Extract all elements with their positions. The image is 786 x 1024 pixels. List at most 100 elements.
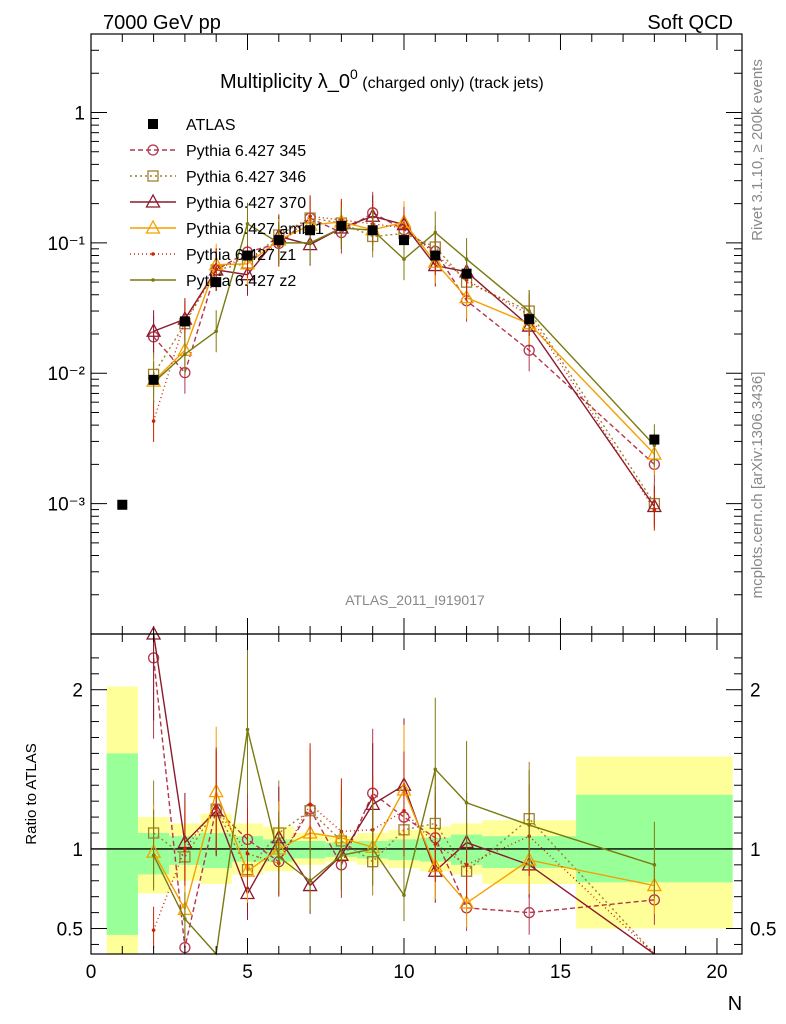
legend-atlas-label: ATLAS: [186, 117, 236, 134]
ratio-point: [151, 928, 156, 932]
mc-point: [151, 419, 156, 423]
legend-marker: [145, 219, 161, 234]
ratio-panel-frame: [90, 633, 743, 955]
mc-point: [402, 257, 406, 261]
ratio-point: [458, 894, 475, 909]
legend-marker: [151, 252, 155, 256]
x-axis-label: N: [728, 993, 742, 1015]
atlas-data-point: [117, 499, 128, 510]
legend-marker: [147, 170, 159, 182]
main-panel-series: [117, 191, 662, 531]
ratio-point: [523, 906, 535, 919]
ratio-point: [433, 842, 438, 846]
ratio-point: [183, 917, 187, 921]
ratio-panel-ticks: 0.5 0.5 1 1 2 2: [57, 634, 776, 954]
atlas-data-series: [117, 220, 660, 510]
main-y-tick-label: 1: [74, 103, 85, 124]
x-tick-label: 20: [706, 962, 727, 983]
atlas-data-point: [649, 434, 660, 445]
legend: ATLAS Pythia 6.427 345 Pythia 6.427 346 Pyt…: [130, 117, 324, 290]
mc-point: [214, 329, 218, 334]
main-y-tick-label: 10⁻³: [48, 495, 86, 516]
ratio-point: [214, 805, 218, 810]
ratio-y-tick-label-right: 0.5: [750, 920, 776, 941]
atlas-data-point: [336, 220, 347, 231]
ratio-point: [464, 800, 469, 805]
ratio-point: [652, 863, 657, 867]
x-tick-label: 15: [550, 962, 571, 983]
header-right: Soft QCD: [647, 12, 733, 34]
chart-title-superscript: 0: [350, 66, 358, 82]
legend-label: Pythia 6.427 345: [186, 143, 306, 160]
legend-label: Pythia 6.427 z2: [186, 273, 296, 290]
mc-point: [464, 257, 469, 261]
ratio-point: [245, 727, 250, 732]
ratio-point: [370, 847, 375, 851]
atlas-data-point: [273, 235, 284, 246]
header-left: 7000 GeV pp: [103, 12, 221, 34]
atlas-data-point: [524, 314, 535, 325]
ratio-point: [245, 851, 250, 856]
ratio-y-tick-label-right: 2: [750, 681, 761, 702]
legend-atlas-marker: [148, 119, 158, 129]
main-y-tick-label: 10⁻²: [48, 364, 86, 385]
atlas-data-point: [430, 250, 441, 261]
ratio-point: [402, 893, 406, 897]
atlas-data-point: [398, 235, 409, 246]
mc-point: [183, 352, 187, 356]
ratio-y-tick-label: 2: [72, 681, 83, 702]
main-y-tick-label: 10⁻¹: [48, 234, 86, 255]
ratio-point: [308, 802, 312, 807]
atlas-data-point: [148, 374, 159, 385]
legend-label: Pythia 6.427 346: [186, 169, 306, 186]
ratio-y-tick-label: 1: [72, 840, 83, 861]
ratio-point: [402, 808, 406, 813]
x-tick-labels: 0 5 10 15 20: [86, 962, 728, 983]
ratio-y-tick-label: 0.5: [57, 920, 83, 941]
ratio-point: [339, 853, 344, 858]
ratio-series: [146, 625, 662, 956]
mc-point: [214, 267, 218, 271]
main-panel-ticks: 1 10⁻¹ 10⁻² 10⁻³: [48, 33, 742, 634]
ratio-ylabel: Ratio to ATLAS: [23, 743, 40, 844]
x-tick-label: 5: [242, 962, 253, 983]
x-tick-label: 10: [393, 962, 414, 983]
legend-marker: [145, 193, 161, 208]
atlas-data-point: [461, 268, 472, 279]
atlas-data-point: [367, 225, 378, 236]
ratio-y-tick-label-right: 1: [750, 840, 761, 861]
mcplots-reference-label: mcplots.cern.ch [arXiv:1306.3436]: [749, 372, 766, 599]
mc-point: [146, 322, 162, 337]
legend-marker: [147, 144, 159, 156]
ratio-point: [433, 767, 438, 772]
atlas-data-point: [211, 277, 222, 288]
mc-point: [245, 222, 250, 226]
x-tick-label: 0: [86, 962, 97, 983]
mc-point: [308, 214, 312, 219]
chart-title-main: Multiplicity λ_0: [220, 71, 350, 93]
ratio-point: [464, 863, 469, 867]
atlas-data-point: [242, 250, 253, 261]
legend-label: Pythia 6.427 z1: [186, 247, 296, 264]
ratio-point: [308, 878, 312, 883]
mc-point: [402, 226, 406, 230]
legend-label: Pythia 6.427 ambt1: [186, 221, 324, 238]
ratio-point: [276, 855, 281, 859]
legend-marker: [151, 278, 155, 282]
mc-point: [527, 309, 531, 313]
mc-point: [458, 289, 475, 304]
mc-point: [652, 507, 657, 512]
ratio-point: [527, 823, 531, 827]
ratio-point: [151, 853, 156, 858]
analysis-watermark: ATLAS_2011_I919017: [345, 592, 485, 608]
mc-point: [433, 230, 438, 235]
ratio-band-green: [106, 753, 138, 935]
chart-title-suffix: (charged only) (track jets): [358, 75, 544, 92]
legend-label: Pythia 6.427 370: [186, 195, 306, 212]
chart-title: Multiplicity λ_00 (charged only) (track …: [220, 66, 544, 93]
atlas-data-point: [179, 316, 190, 327]
atlas-data-point: [305, 225, 316, 236]
ratio-point: [183, 847, 187, 851]
rivet-version-label: Rivet 3.1.10, ≥ 200k events: [749, 59, 766, 241]
